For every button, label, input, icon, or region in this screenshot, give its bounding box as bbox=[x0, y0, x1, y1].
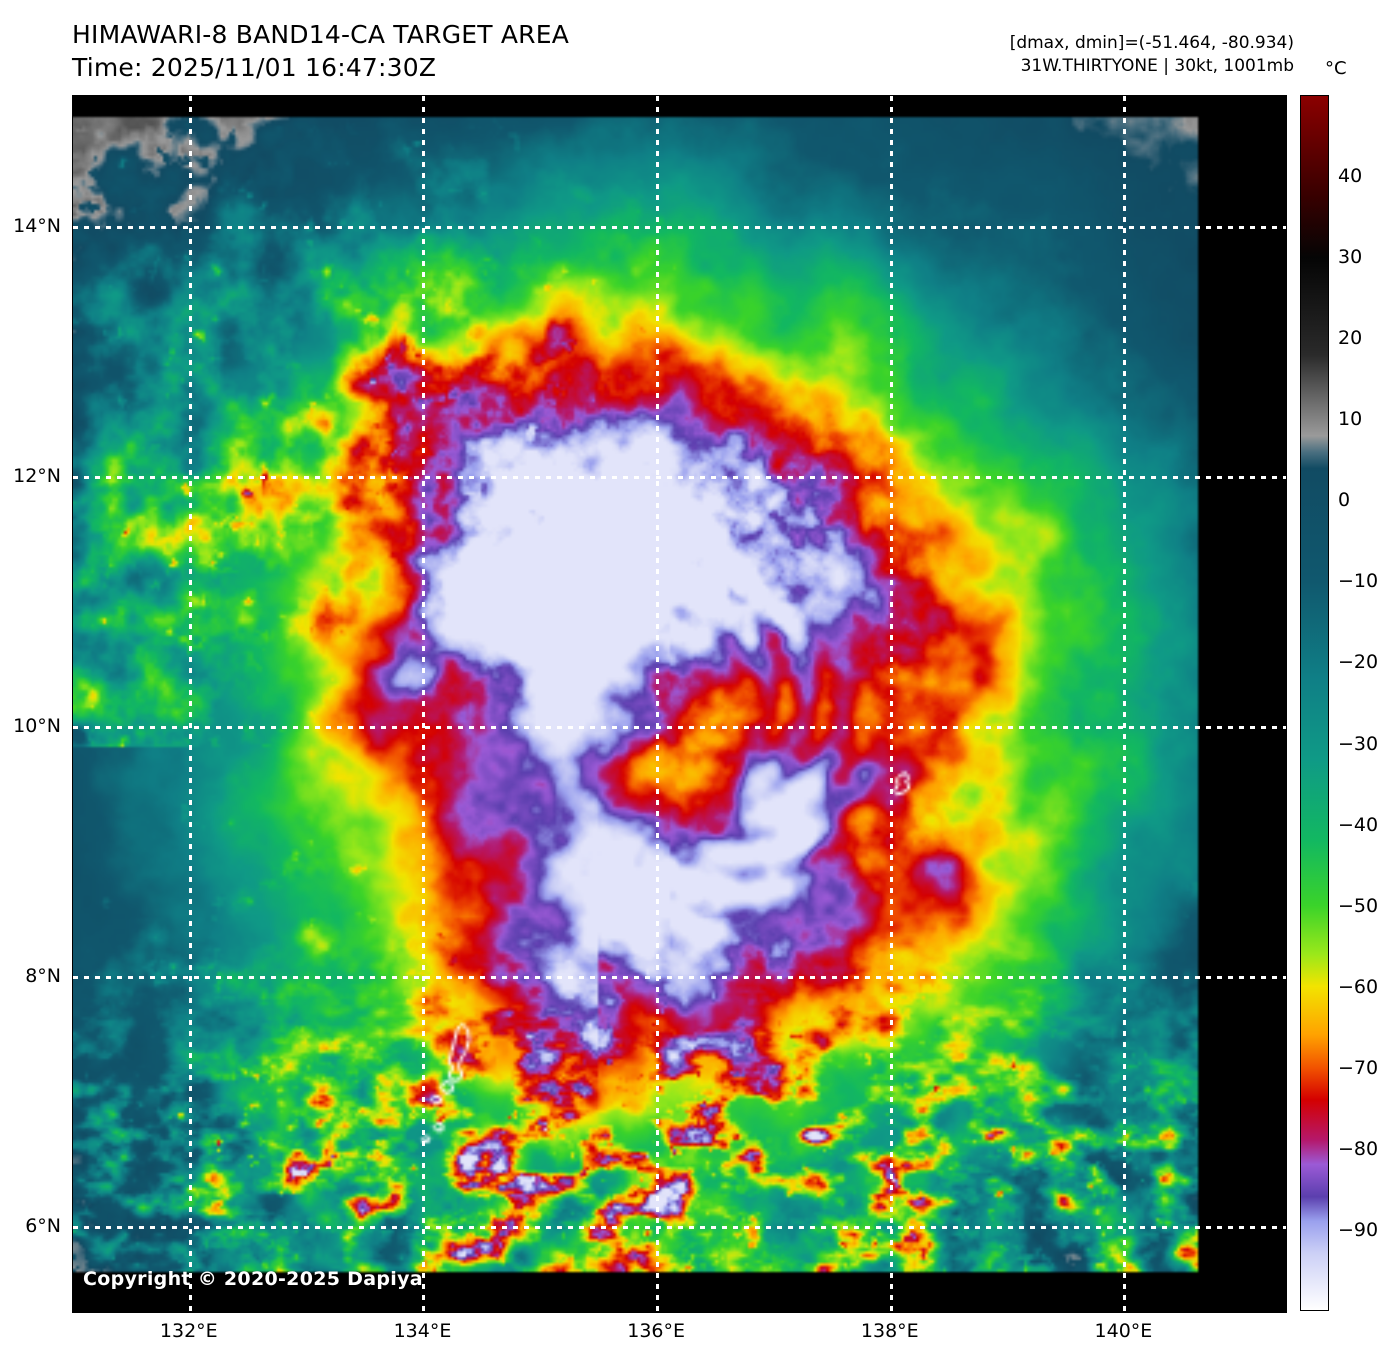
timestamp-label: Time: 2025/11/01 16:47:30Z bbox=[72, 53, 437, 82]
satellite-imagery bbox=[73, 96, 1286, 1312]
lat-tick-10: 10°N bbox=[13, 714, 61, 737]
colorbar bbox=[1300, 95, 1329, 1311]
colorbar-tick--70: −70 bbox=[1338, 1056, 1379, 1079]
lon-tick-134: 134°E bbox=[393, 1320, 452, 1342]
lon-tick-140: 140°E bbox=[1094, 1320, 1153, 1342]
colorbar-tick--80: −80 bbox=[1338, 1137, 1379, 1160]
metadata-block: [dmax, dmin]=(-51.464, -80.934) 31W.THIR… bbox=[1010, 32, 1294, 78]
copyright-label: Copyright © 2020-2025 Dapiya bbox=[83, 1268, 423, 1290]
colorbar-tick-0: 0 bbox=[1338, 489, 1351, 512]
lon-tick-138: 138°E bbox=[860, 1320, 919, 1342]
colorbar-tick--90: −90 bbox=[1338, 1218, 1379, 1241]
lat-tick-8: 8°N bbox=[25, 964, 61, 987]
colorbar-tick--20: −20 bbox=[1338, 651, 1379, 674]
lon-tick-136: 136°E bbox=[627, 1320, 686, 1342]
page-title: HIMAWARI-8 BAND14-CA TARGET AREA bbox=[72, 20, 570, 49]
title-block: HIMAWARI-8 BAND14-CA TARGET AREA Time: 2… bbox=[72, 18, 569, 84]
lat-tick-6: 6°N bbox=[25, 1214, 61, 1237]
lon-tick-132: 132°E bbox=[159, 1320, 218, 1342]
lat-tick-12: 12°N bbox=[13, 465, 61, 487]
colorbar-tick-30: 30 bbox=[1338, 246, 1363, 269]
colorbar-tick--40: −40 bbox=[1338, 813, 1379, 836]
storm-info-label: 31W.THIRTYONE | 30kt, 1001mb bbox=[1020, 56, 1294, 76]
colorbar-tick-10: 10 bbox=[1338, 408, 1363, 431]
colorbar-tick--30: −30 bbox=[1338, 732, 1379, 755]
colorbar-tick-20: 20 bbox=[1338, 327, 1363, 350]
colorbar-tick--10: −10 bbox=[1338, 570, 1379, 593]
dminmax-label: [dmax, dmin]=(-51.464, -80.934) bbox=[1009, 33, 1294, 53]
colorbar-gradient bbox=[1301, 96, 1328, 1310]
lat-tick-14: 14°N bbox=[13, 215, 61, 238]
colorbar-tick-40: 40 bbox=[1338, 165, 1363, 188]
colorbar-unit-label: °C bbox=[1325, 58, 1347, 79]
colorbar-tick--60: −60 bbox=[1338, 975, 1379, 998]
satellite-image-panel: Copyright © 2020-2025 Dapiya bbox=[72, 95, 1287, 1313]
colorbar-tick--50: −50 bbox=[1338, 894, 1379, 917]
